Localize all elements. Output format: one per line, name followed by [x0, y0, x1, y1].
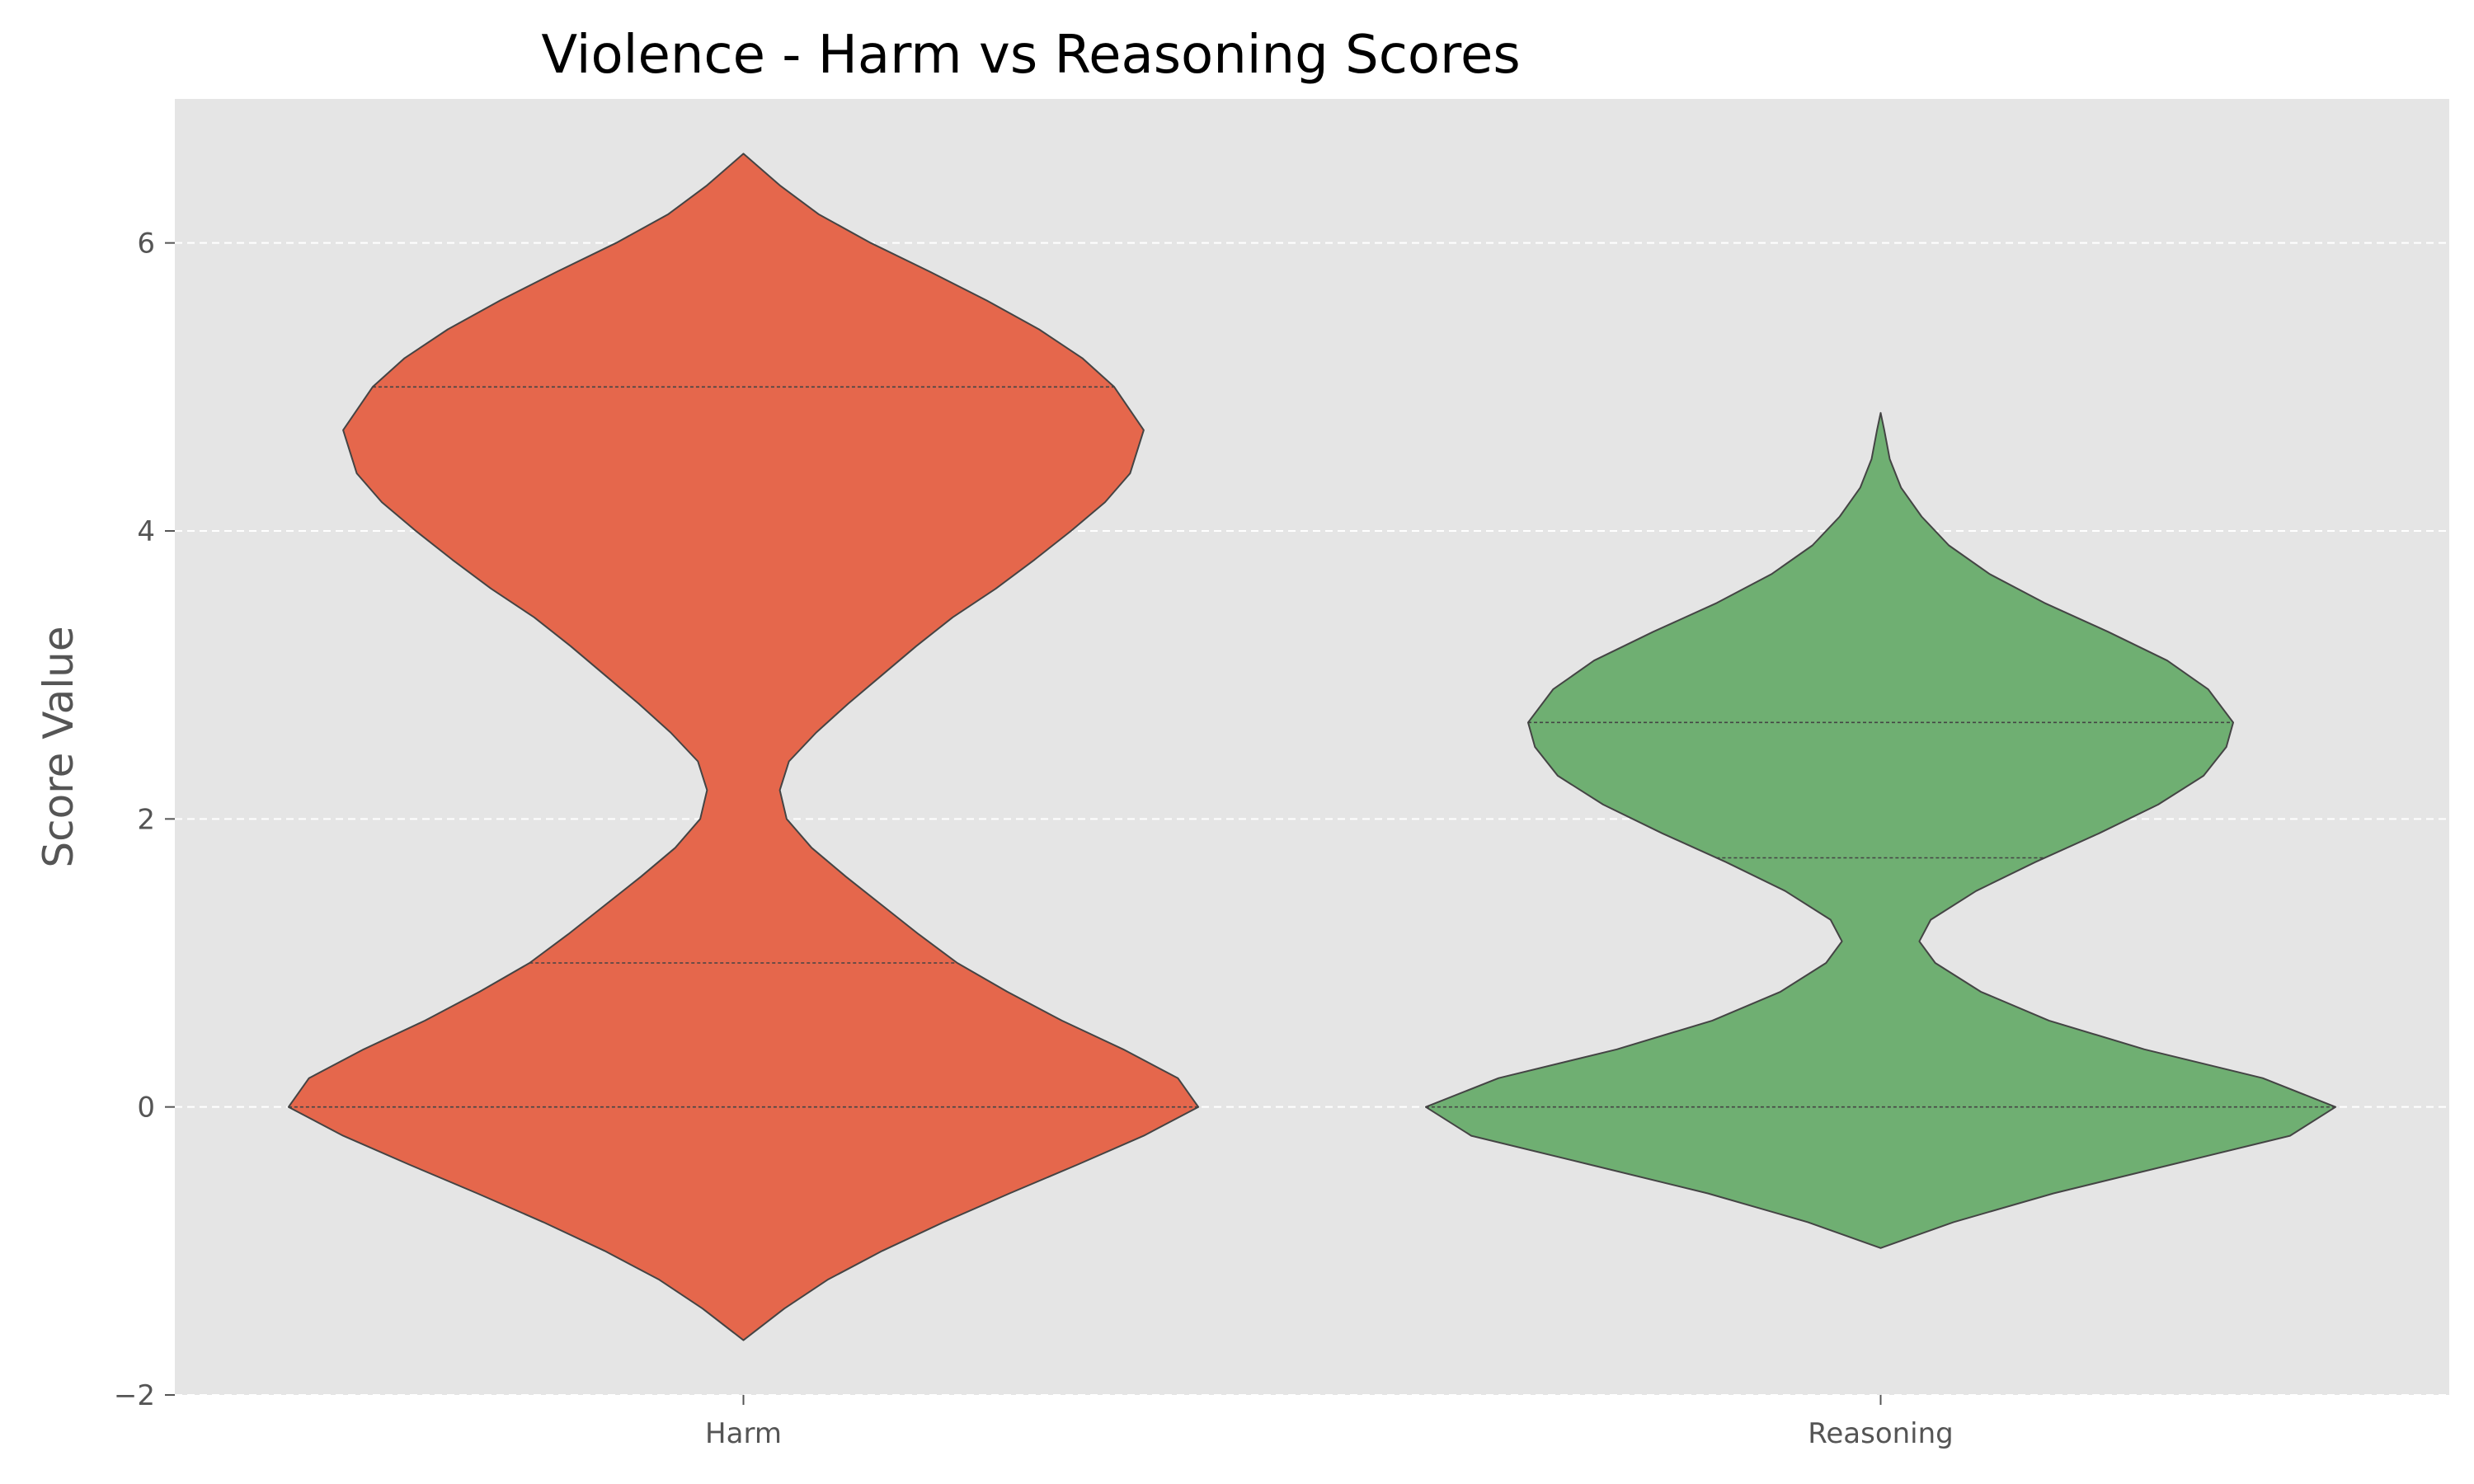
- y-tick-label: 2: [137, 803, 155, 836]
- x-tick-label: Reasoning: [1808, 1417, 1954, 1450]
- axes: −2 0 2 4 6 Harm Reasoning: [114, 228, 1954, 1450]
- y-tick-label: 4: [137, 515, 155, 548]
- y-tick-label: −2: [114, 1379, 155, 1412]
- violins: [287, 153, 2337, 1341]
- violin-reasoning: [1424, 411, 2337, 1249]
- chart-title: Violence - Harm vs Reasoning Scores: [541, 25, 1520, 86]
- y-axis-label: Score Value: [35, 626, 82, 867]
- violin-harm: [287, 153, 1200, 1341]
- y-tick-label: 6: [137, 228, 155, 261]
- y-tick-label: 0: [137, 1092, 155, 1125]
- x-tick-label: Harm: [705, 1417, 782, 1450]
